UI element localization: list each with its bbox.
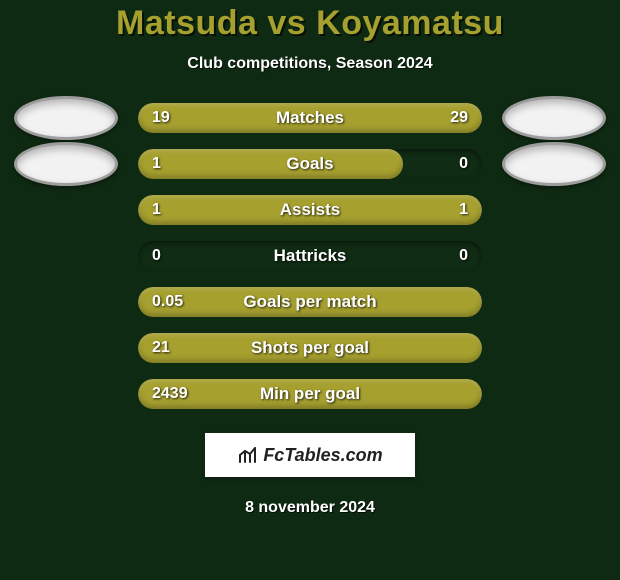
stat-row: Hattricks0 0 xyxy=(0,241,620,271)
stat-right-value: 0 xyxy=(445,149,482,179)
stat-bar-track: Min per goal2439 xyxy=(138,379,482,409)
player-right-avatar xyxy=(502,142,606,186)
watermark-badge: FcTables.com xyxy=(205,433,415,477)
player-right-avatar xyxy=(502,96,606,140)
player-left-avatar xyxy=(14,96,118,140)
stat-row: Goals per match0.05 xyxy=(0,287,620,317)
page-title: Matsuda vs Koyamatsu xyxy=(116,4,504,43)
stat-row: Min per goal2439 xyxy=(0,379,620,409)
stat-bar-fill xyxy=(138,379,482,409)
stat-bar-fill xyxy=(138,195,482,225)
stat-row: Assists11 xyxy=(0,195,620,225)
stat-bar-fill xyxy=(138,333,482,363)
stat-bar-fill xyxy=(138,103,482,133)
stat-label: Hattricks xyxy=(138,241,482,271)
stat-row: Shots per goal21 xyxy=(0,333,620,363)
stat-left-value: 0 xyxy=(138,241,175,271)
stat-bar-track: Assists11 xyxy=(138,195,482,225)
watermark-text: FcTables.com xyxy=(263,445,382,466)
chart-icon xyxy=(237,446,257,464)
stat-bar-track: Hattricks0 0 xyxy=(138,241,482,271)
date-text: 8 november 2024 xyxy=(245,499,375,517)
stat-row: Matches1929 xyxy=(0,103,620,133)
subtitle: Club competitions, Season 2024 xyxy=(187,55,432,73)
stat-bar-track: Matches1929 xyxy=(138,103,482,133)
stat-bar-fill xyxy=(138,149,403,179)
stat-row: Goals10 xyxy=(0,149,620,179)
stat-bar-track: Goals10 xyxy=(138,149,482,179)
stat-bar-track: Goals per match0.05 xyxy=(138,287,482,317)
stat-right-value: 0 xyxy=(445,241,482,271)
player-left-avatar xyxy=(14,142,118,186)
stats-rows-container: Matches1929Goals10Assists11Hattricks00Go… xyxy=(0,103,620,409)
stat-bar-fill xyxy=(138,287,482,317)
stat-bar-track: Shots per goal21 xyxy=(138,333,482,363)
